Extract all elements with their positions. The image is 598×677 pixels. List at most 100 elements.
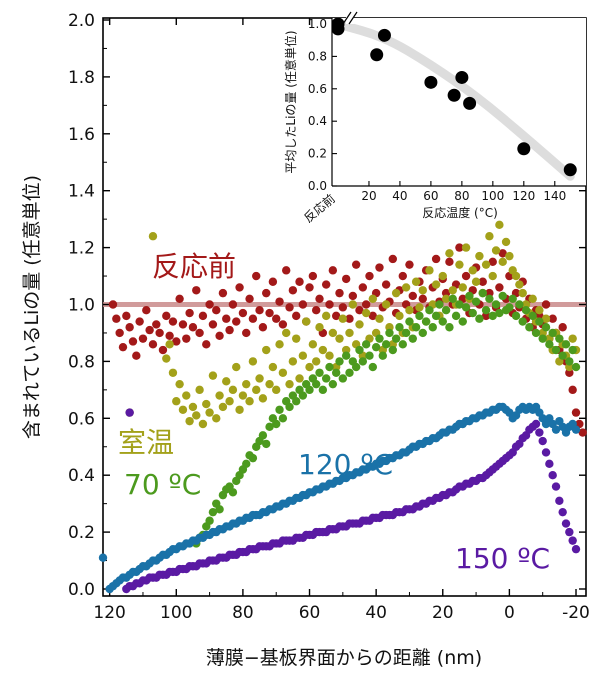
data-point: [318, 385, 328, 395]
data-point: [202, 340, 211, 349]
data-point: [338, 314, 348, 323]
data-point: [388, 345, 397, 355]
data-point: [438, 317, 447, 326]
data-point: [155, 328, 164, 338]
inset-y-tick-label: 1.0: [308, 17, 327, 31]
data-point: [212, 305, 221, 315]
data-point: [292, 311, 301, 321]
data-point: [371, 342, 381, 352]
inset-data-point: [331, 22, 345, 36]
data-point: [571, 425, 581, 434]
data-point: [368, 294, 378, 304]
data-point: [571, 362, 581, 372]
data-point: [495, 220, 504, 230]
data-point: [335, 288, 344, 298]
data-point: [355, 320, 364, 329]
data-point: [525, 323, 534, 332]
data-point: [561, 340, 571, 349]
inset-x-tick-label: 80: [454, 189, 469, 203]
data-point: [185, 308, 194, 318]
data-point: [305, 385, 314, 395]
series-label-70c: 70 ºC: [124, 468, 201, 501]
y-tick-label: 0.0: [68, 580, 95, 600]
data-point: [305, 283, 314, 292]
data-point: [545, 459, 554, 469]
data-point: [531, 328, 541, 338]
inset-x-tick-label: 100: [481, 189, 504, 203]
data-point: [418, 286, 427, 295]
data-point: [355, 345, 364, 355]
data-point: [535, 317, 544, 326]
data-point: [375, 334, 384, 343]
data-point: [328, 266, 338, 275]
data-point: [475, 251, 484, 261]
series-label-before: 反応前: [152, 250, 236, 283]
data-point: [308, 340, 318, 349]
data-point: [495, 308, 504, 318]
inset-x-tick-label: 20: [361, 189, 376, 203]
data-point: [218, 288, 228, 298]
data-point: [311, 305, 321, 315]
data-point: [478, 277, 487, 286]
data-point: [255, 305, 264, 315]
series-label-120c: 120 ºC: [298, 448, 393, 481]
data-point: [378, 351, 388, 360]
data-point: [175, 294, 184, 304]
data-point: [268, 362, 278, 372]
data-point: [445, 323, 454, 332]
data-point: [341, 351, 351, 360]
data-point: [275, 405, 284, 414]
data-point: [405, 317, 414, 326]
data-point: [272, 385, 281, 395]
data-point: [461, 271, 471, 281]
data-point: [551, 482, 561, 491]
inset-y-tick-label: 0.8: [308, 49, 327, 63]
data-point: [98, 553, 108, 562]
data-point: [425, 305, 434, 315]
inset-data-point: [377, 28, 391, 42]
data-point: [368, 311, 378, 321]
series-4-points: [122, 408, 581, 594]
data-point: [458, 317, 467, 326]
data-point: [252, 271, 261, 281]
data-point: [288, 286, 298, 295]
data-point: [448, 294, 457, 304]
data-point: [548, 471, 557, 480]
data-point: [381, 340, 391, 349]
data-point: [418, 294, 427, 304]
data-point: [565, 357, 574, 366]
data-point: [235, 283, 244, 292]
data-point: [118, 342, 128, 352]
data-point: [431, 311, 441, 321]
data-point: [351, 260, 361, 269]
data-point: [148, 232, 158, 241]
data-point: [451, 311, 461, 321]
data-point: [561, 519, 571, 528]
data-point: [568, 334, 577, 343]
data-point: [298, 351, 308, 360]
data-point: [288, 357, 298, 366]
data-point: [551, 425, 561, 434]
data-point: [535, 428, 544, 437]
data-point: [208, 320, 218, 329]
data-point: [301, 317, 311, 326]
inset-x-axis-label: 反応温度 (°C): [422, 205, 498, 220]
data-point: [401, 328, 411, 338]
data-point: [272, 314, 281, 323]
data-point: [305, 362, 314, 372]
data-point: [128, 337, 138, 346]
data-point: [132, 351, 141, 360]
data-point: [381, 280, 391, 289]
data-point: [275, 340, 284, 349]
data-point: [145, 325, 154, 335]
data-point: [248, 453, 258, 463]
data-point: [295, 374, 304, 383]
data-point: [558, 351, 567, 360]
data-point: [361, 308, 371, 318]
data-point: [478, 288, 487, 298]
y-tick-label: 0.4: [68, 466, 95, 486]
data-point: [448, 286, 457, 295]
data-point: [188, 323, 198, 332]
data-point: [248, 357, 258, 366]
data-point: [178, 405, 188, 414]
